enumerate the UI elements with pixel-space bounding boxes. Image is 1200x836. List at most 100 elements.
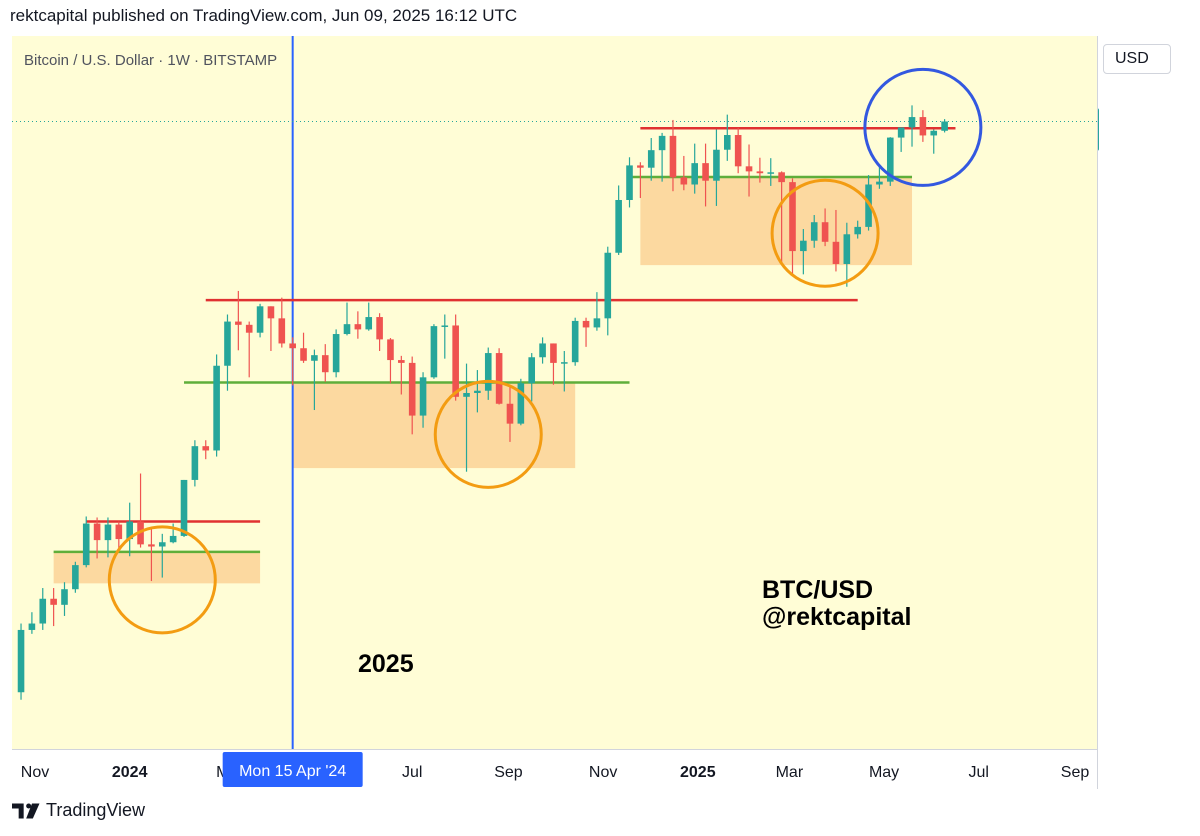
candle	[669, 119, 677, 192]
candle-body	[267, 306, 275, 319]
candle-body	[82, 523, 90, 566]
candle-body	[72, 565, 79, 590]
candle-body	[876, 181, 883, 185]
candle	[158, 533, 166, 578]
candle-body	[550, 343, 557, 363]
chart-title: Bitcoin / U.S. Dollar · 1W · BITSTAMP	[24, 52, 277, 69]
candle-body	[854, 226, 861, 235]
candle	[430, 324, 438, 379]
candle-body	[235, 321, 242, 325]
candle	[235, 290, 242, 351]
candle-body	[539, 343, 546, 358]
candle	[398, 355, 405, 395]
candle-body	[387, 339, 394, 361]
tradingview-brand: TradingView	[46, 800, 146, 820]
candle-body	[430, 326, 438, 378]
candle	[419, 372, 427, 428]
candle-body	[213, 365, 220, 451]
candle-body	[908, 117, 916, 128]
time-tick-label: Sep	[494, 764, 523, 781]
candle	[463, 363, 470, 472]
candle-body	[332, 334, 340, 373]
tradingview-footer[interactable]: TradingView	[12, 800, 145, 821]
candle	[408, 356, 416, 435]
highlight-circle-orange	[107, 525, 217, 635]
candle	[332, 329, 340, 378]
candle	[604, 246, 612, 336]
time-tick-label: Sep	[1061, 764, 1090, 781]
candle-body	[767, 172, 775, 174]
candle	[691, 143, 699, 194]
candle-body	[756, 171, 764, 174]
candle	[452, 314, 459, 401]
candle-body	[593, 318, 601, 328]
candle	[354, 311, 362, 339]
candle-body	[495, 353, 503, 404]
highlight-circle-orange	[433, 379, 543, 489]
candle	[224, 314, 231, 391]
candle	[810, 215, 818, 248]
candle-body	[408, 362, 416, 416]
candle-body	[561, 362, 568, 364]
circles-layer	[107, 67, 983, 635]
candle-body	[311, 355, 318, 361]
time-axis-background	[12, 749, 1097, 789]
candle-body	[17, 629, 25, 693]
candle-body	[919, 117, 927, 136]
candle-body	[886, 137, 894, 182]
candle-body	[702, 163, 709, 181]
candle-body	[169, 535, 177, 543]
candle-body	[821, 222, 829, 242]
candle-body	[256, 306, 264, 333]
candle	[311, 349, 318, 411]
candle-body	[637, 165, 644, 168]
candle-body	[897, 127, 905, 138]
crosshair-date-badge	[222, 752, 363, 787]
candle-body	[723, 135, 731, 150]
candle	[517, 378, 525, 426]
candle	[115, 521, 123, 549]
candle-body	[398, 360, 405, 363]
candle-body	[745, 166, 753, 172]
candle-body	[343, 324, 351, 335]
candle	[321, 344, 329, 382]
candle-body	[463, 392, 470, 397]
candle	[495, 348, 503, 405]
candle	[626, 157, 633, 208]
candle-body	[832, 241, 840, 264]
candle	[267, 306, 275, 351]
candle-body	[50, 598, 57, 605]
highlight-circle-orange	[770, 178, 880, 288]
candle-body	[800, 240, 807, 252]
chart-frame: Bitcoin / U.S. Dollar · 1W · BITSTAMP BTC…	[12, 36, 1099, 789]
candle	[28, 612, 36, 634]
time-tick-label: 2024	[112, 764, 148, 781]
candle	[343, 302, 351, 336]
candle	[800, 228, 807, 275]
candlestick-chart[interactable]: Bitcoin / U.S. Dollar · 1W · BITSTAMP BTC…	[12, 36, 1099, 789]
candle-body	[61, 589, 68, 605]
candle-body	[441, 325, 449, 327]
candle	[289, 337, 296, 386]
candle	[82, 516, 90, 568]
candle-body	[452, 325, 459, 397]
candle	[680, 155, 688, 191]
candle-body	[789, 182, 796, 252]
candle	[550, 343, 557, 385]
time-tick-label: Jul	[969, 764, 989, 781]
candle	[376, 313, 383, 351]
candle	[637, 162, 644, 199]
highlight-circle-blue	[863, 67, 983, 187]
candle-body	[484, 353, 492, 391]
currency-button[interactable]: USD	[1103, 44, 1171, 74]
candle-body	[615, 199, 622, 253]
candle	[832, 209, 840, 272]
candle-body	[289, 343, 296, 349]
candle	[300, 332, 307, 363]
candle	[756, 157, 764, 183]
candle	[561, 350, 568, 392]
candle-body	[691, 163, 699, 185]
publisher-header: rektcapital published on TradingView.com…	[10, 6, 518, 25]
candle	[647, 138, 655, 181]
watermark-line: @rektcapital	[762, 603, 911, 631]
